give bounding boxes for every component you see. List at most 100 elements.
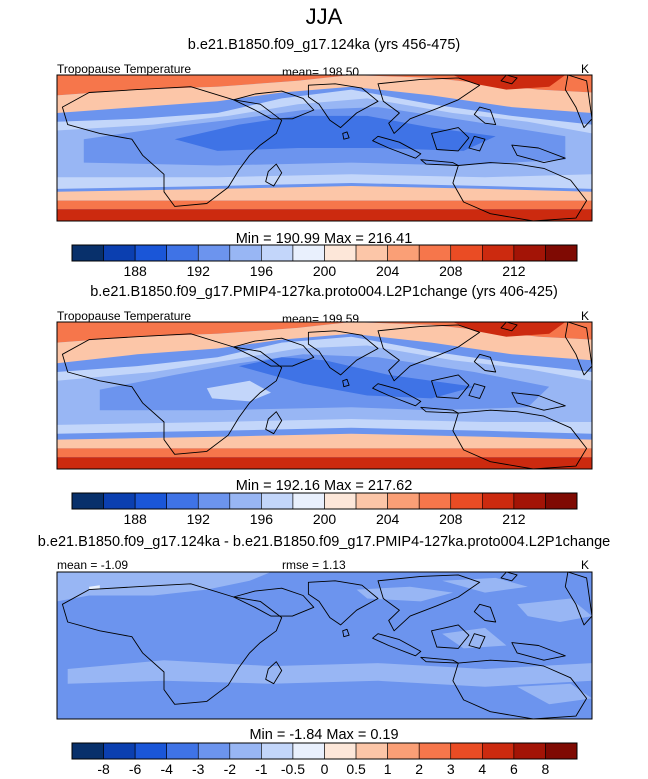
colorbar-2-tick-label-1: 188	[123, 511, 147, 527]
panel-2-variable-label: Tropopause Temperature	[57, 309, 192, 323]
colorbar-3-tick-label-6: -1	[255, 761, 268, 777]
colorbar-1-tick-label-4: 200	[313, 263, 337, 279]
map-panel-2-contour-band-5	[206, 380, 271, 402]
colorbar-3-box-7	[261, 742, 294, 760]
colorbar-1-tick-label-5: 204	[376, 263, 400, 279]
map-panel-2-coastline-borneo	[431, 374, 470, 399]
colorbar-3-box-11	[387, 742, 420, 760]
map-panel-2-coastline-australia	[452, 409, 588, 469]
colorbar-2-box-9	[324, 492, 357, 510]
map-panel-2-contour-band-7	[57, 322, 592, 364]
colorbar-3-box-4	[166, 742, 199, 760]
map-panel-3-contour-band-7	[517, 683, 592, 705]
map-panel-3-coastline-newguinea	[511, 642, 566, 661]
colorbar-3-box-6	[229, 742, 262, 760]
colorbar-3-frame	[71, 742, 578, 760]
colorbar-1-box-10	[355, 244, 388, 262]
map-panel-3-coastline-africa	[61, 583, 283, 705]
colorbar-2-box-7	[261, 492, 294, 510]
map-panel-1-clip	[57, 75, 592, 221]
colorbar-2-box-16	[545, 492, 578, 510]
figure-title: JJA	[305, 4, 343, 29]
map-panel-1-coastline-philippines	[473, 106, 497, 126]
map-panel-2-coastline-indochina	[377, 324, 481, 382]
colorbar-3-tick-label-10: 1	[384, 761, 392, 777]
colorbar-1-box-14	[482, 244, 515, 262]
colorbar-3-tick-label-9: 0.5	[346, 761, 366, 777]
map-panel-2-contour-band-4	[238, 357, 475, 399]
map-panel-2-content	[57, 322, 592, 469]
colorbar-3-box-10	[355, 742, 388, 760]
map-panel-1-contour-band-8	[57, 186, 592, 201]
colorbar-1-box-8	[292, 244, 325, 262]
map-panel-1-frame	[56, 74, 593, 222]
colorbar-1-tick-label-6: 208	[439, 263, 463, 279]
map-panel-3-coastline-sumatra	[372, 633, 422, 657]
map-panel-2-clip	[57, 322, 592, 469]
panel-1-variable-label: Tropopause Temperature	[57, 62, 192, 76]
map-panel-3-coastline-madagascar	[265, 661, 283, 685]
colorbar-2-box-2	[103, 492, 136, 510]
map-panel-1-contour-band-5	[57, 75, 592, 96]
map-panel-3-contour-band-6	[67, 660, 592, 687]
map-panel-3-coastline-india	[307, 580, 379, 626]
colorbar-1-box-7	[261, 244, 294, 262]
colorbar-3-tick-label-13: 4	[478, 761, 486, 777]
map-panel-1-content	[57, 75, 592, 221]
colorbar-3-box-9	[324, 742, 357, 760]
map-panel-1-contour-band-6	[57, 75, 592, 113]
map-panel-3-coastline-borneo	[431, 624, 470, 649]
map-panel-2-contour-band-8	[452, 322, 566, 337]
map-panel-1-contour-band-7	[452, 75, 566, 90]
colorbar-3-tick-label-5: -2	[224, 761, 237, 777]
colorbar-1-box-12	[418, 244, 452, 262]
colorbar-1-box-5	[197, 244, 231, 262]
map-panel-1-coastline-newguinea	[511, 144, 566, 164]
colorbar-3-box-1	[71, 742, 104, 760]
map-panel-2-contour-band-9	[57, 433, 592, 449]
map-panel-1-coastline-sulawesi	[468, 135, 486, 152]
panel-1-title: b.e21.B1850.f09_g17.124ka (yrs 456-475)	[187, 37, 461, 53]
colorbar-1-box-2	[103, 244, 136, 262]
map-panel-2	[57, 322, 592, 469]
map-panel-3-contour-band-8	[89, 585, 100, 590]
map-panel-1-coastline-indochina	[377, 77, 481, 134]
colorbar-3-box-2	[103, 742, 136, 760]
colorbar-1-frame	[71, 244, 578, 262]
panel-3-title: b.e21.B1850.f09_g17.124ka - b.e21.B1850.…	[37, 534, 611, 550]
map-panel-3-content	[57, 572, 592, 719]
colorbar-2-box-11	[387, 492, 420, 510]
colorbar-2-box-6	[229, 492, 262, 510]
panel-3-minmax: Min = -1.84 Max = 0.19	[249, 727, 399, 743]
colorbar-3-box-16	[545, 742, 578, 760]
panel-3-rmse-label: rmse = 1.13	[282, 558, 346, 572]
colorbar-2-box-15	[513, 492, 546, 510]
colorbar-3-tick-label-15: 8	[542, 761, 550, 777]
panel-2-title: b.e21.B1850.f09_g17.PMIP4-127ka.proto004…	[90, 284, 558, 300]
colorbar-1-tick-label-1: 188	[123, 263, 147, 279]
map-panel-2-coastline-africa	[61, 333, 283, 455]
map-panel-3-contour-band-4	[517, 598, 592, 622]
colorbar-3-tick-label-14: 6	[510, 761, 518, 777]
colorbar-1-tick-label-7: 212	[502, 263, 526, 279]
map-panel-2-frame	[56, 321, 593, 470]
colorbar-1-box-11	[387, 244, 420, 262]
map-panel-2-contour-band-10	[57, 448, 592, 458]
map-panel-1-coastline-borneo	[431, 127, 470, 152]
map-panel-1-coastline-madagascar	[265, 163, 283, 187]
colorbar-3-box-14	[482, 742, 515, 760]
colorbar-3-box-8	[292, 742, 325, 760]
map-panel-1-coastline-africa	[61, 86, 283, 207]
colorbar-2-box-13	[450, 492, 483, 510]
colorbar-2-box-12	[418, 492, 452, 510]
colorbar-2-tick-label-6: 208	[439, 511, 463, 527]
map-panel-2-coastline-sulawesi	[468, 383, 486, 399]
colorbar-3-tick-label-2: -6	[129, 761, 142, 777]
map-panel-3-coastline-philippines	[473, 603, 497, 623]
colorbar-1-box-4	[166, 244, 199, 262]
colorbar-2-box-8	[292, 492, 325, 510]
map-panel-3-coastline-indochina	[377, 574, 481, 632]
map-panel-3-coastline-australia	[452, 659, 588, 719]
map-panel-1-coastline-australia	[452, 162, 588, 221]
